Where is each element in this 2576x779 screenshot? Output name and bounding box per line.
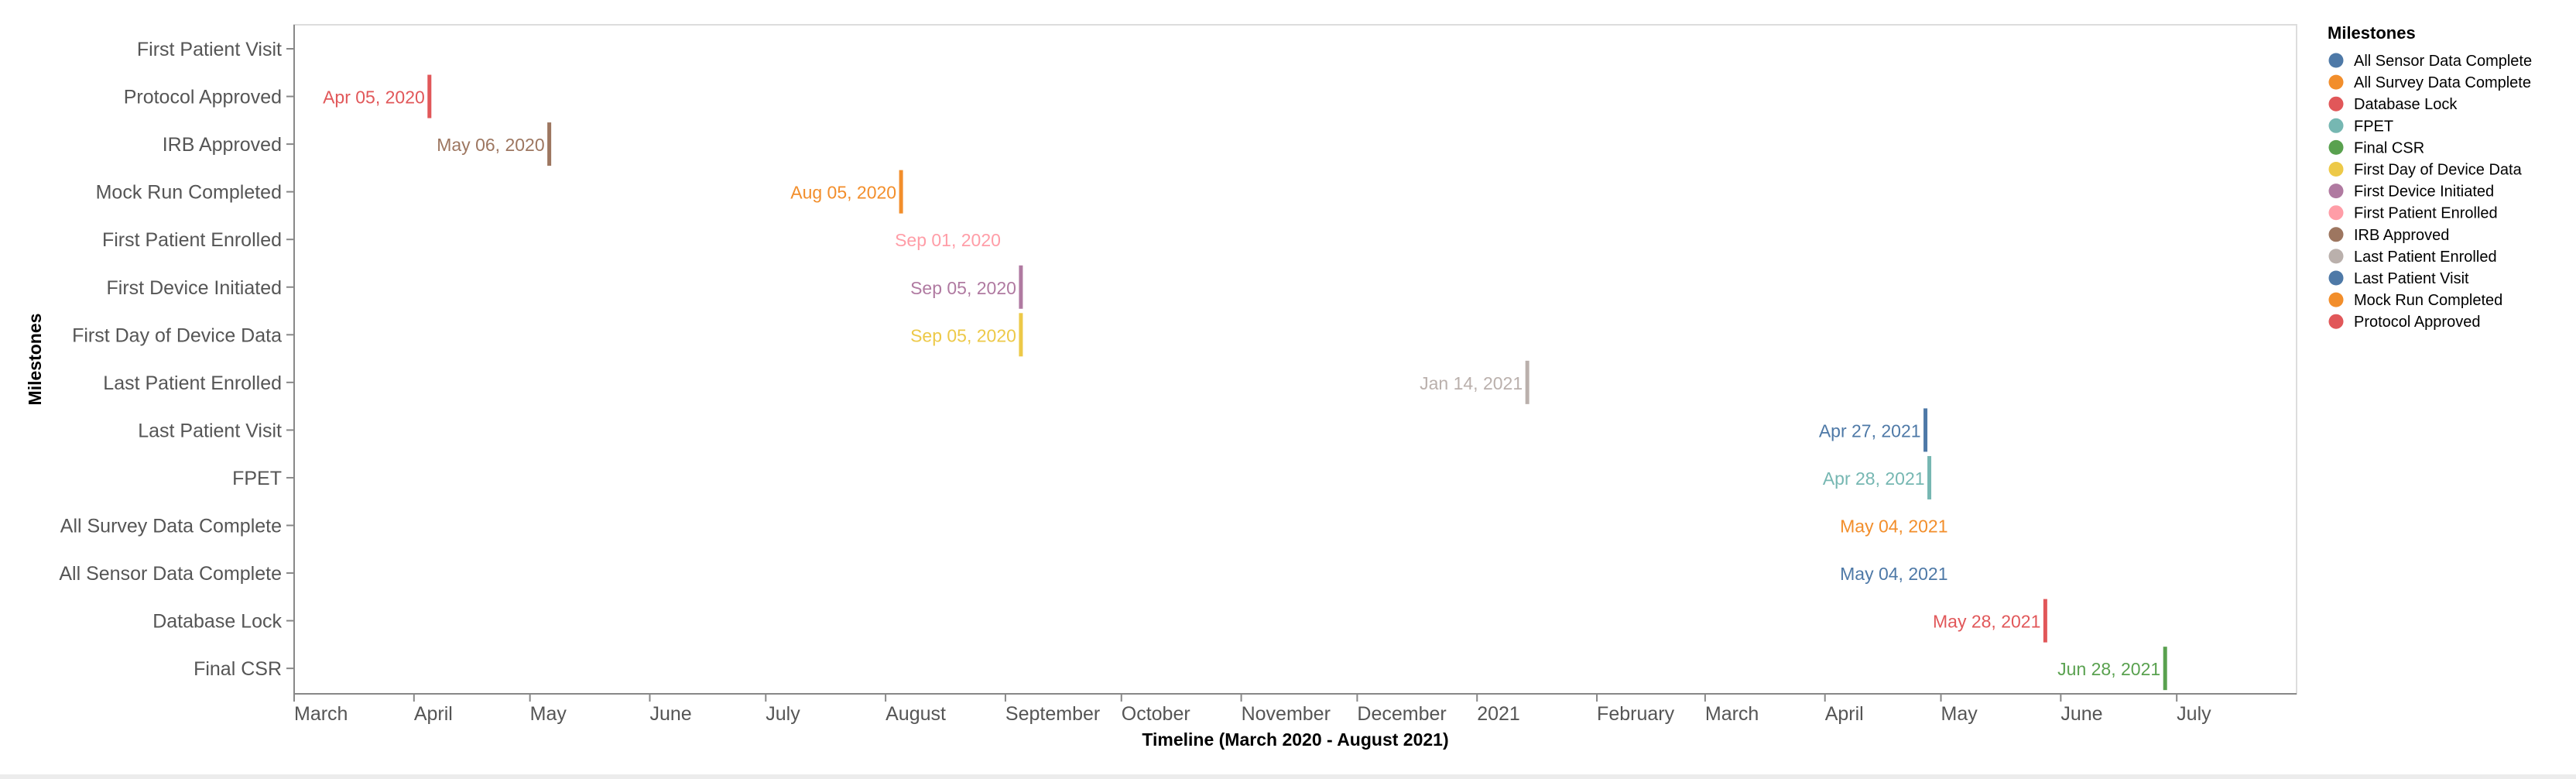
legend-swatch bbox=[2328, 118, 2344, 133]
legend-item-label: Mock Run Completed bbox=[2354, 292, 2502, 309]
x-tick-label: August bbox=[886, 703, 946, 725]
y-tick-label: Protocol Approved bbox=[124, 87, 282, 108]
x-tick-label: September bbox=[1005, 703, 1100, 725]
milestone-date-label: May 04, 2021 bbox=[1840, 564, 1947, 584]
y-tick-label: First Patient Enrolled bbox=[102, 229, 282, 251]
y-tick-label: All Survey Data Complete bbox=[60, 516, 282, 537]
legend-swatch bbox=[2328, 96, 2344, 112]
x-tick-label: May bbox=[1941, 703, 1978, 725]
legend-swatch bbox=[2328, 314, 2344, 329]
y-tick-label: IRB Approved bbox=[163, 134, 282, 156]
legend-item-label: First Patient Enrolled bbox=[2354, 205, 2498, 222]
milestone-marker bbox=[899, 170, 903, 214]
x-tick-label: July bbox=[766, 703, 800, 725]
legend-swatch bbox=[2328, 139, 2344, 155]
x-tick-label: April bbox=[414, 703, 453, 725]
y-tick-label: Last Patient Visit bbox=[138, 420, 282, 441]
legend-swatch bbox=[2328, 53, 2344, 68]
x-tick-label: 2021 bbox=[1477, 703, 1520, 725]
milestone-marker bbox=[2163, 647, 2167, 691]
milestone-marker bbox=[1525, 360, 1530, 404]
legend-item-label: IRB Approved bbox=[2354, 227, 2449, 244]
x-axis-title: Timeline (March 2020 - August 2021) bbox=[1142, 729, 1448, 750]
legend-item-label: All Sensor Data Complete bbox=[2354, 53, 2532, 70]
x-tick-label: June bbox=[649, 703, 691, 725]
plot-frame bbox=[293, 24, 2297, 695]
y-tick-label: First Device Initiated bbox=[107, 277, 282, 299]
y-axis-title: Milestones bbox=[25, 314, 45, 406]
milestone-date-label: Sep 05, 2020 bbox=[910, 278, 1016, 298]
milestone-date-label: Apr 28, 2021 bbox=[1823, 468, 1925, 489]
milestone-marker bbox=[2043, 599, 2047, 643]
x-tick-label: March bbox=[294, 703, 348, 725]
x-tick-label: December bbox=[1357, 703, 1446, 725]
milestone-marker bbox=[547, 122, 552, 166]
milestone-date-label: May 04, 2021 bbox=[1840, 516, 1947, 537]
bottom-divider bbox=[0, 774, 2576, 779]
legend-item-label: Protocol Approved bbox=[2354, 314, 2480, 331]
y-tick-label: FPET bbox=[232, 468, 282, 489]
milestone-date-label: Apr 05, 2020 bbox=[323, 88, 425, 108]
y-tick-label: First Day of Device Data bbox=[72, 324, 282, 346]
milestone-date-label: Jan 14, 2021 bbox=[1420, 373, 1523, 393]
x-tick-label: July bbox=[2177, 703, 2211, 725]
x-tick-label: March bbox=[1705, 703, 1759, 725]
legend-swatch bbox=[2328, 162, 2344, 177]
legend-swatch bbox=[2328, 270, 2344, 286]
legend-item-label: Database Lock bbox=[2354, 96, 2458, 113]
milestone-date-label: May 28, 2021 bbox=[1933, 612, 2040, 632]
milestone-marker bbox=[1019, 265, 1023, 309]
y-tick-label: Mock Run Completed bbox=[96, 182, 282, 204]
x-tick-label: May bbox=[530, 703, 567, 725]
milestone-date-label: Aug 05, 2020 bbox=[790, 183, 896, 203]
x-tick-label: June bbox=[2060, 703, 2102, 725]
milestone-date-label: Apr 27, 2021 bbox=[1819, 420, 1921, 441]
x-tick-label: April bbox=[1825, 703, 1864, 725]
legend-item-label: First Day of Device Data bbox=[2354, 162, 2523, 179]
milestone-date-label: Sep 05, 2020 bbox=[910, 325, 1016, 345]
milestone-marker bbox=[1927, 455, 1932, 499]
legend-item-label: FPET bbox=[2354, 118, 2393, 135]
milestone-marker bbox=[1019, 313, 1023, 357]
legend-item-label: Final CSR bbox=[2354, 139, 2424, 156]
y-tick-label: Final CSR bbox=[194, 658, 282, 680]
milestone-date-label: May 06, 2020 bbox=[437, 135, 544, 155]
legend-title: Milestones bbox=[2328, 23, 2416, 43]
milestone-date-label: Sep 01, 2020 bbox=[895, 230, 1001, 250]
legend-swatch bbox=[2328, 74, 2344, 90]
legend-swatch bbox=[2328, 205, 2344, 221]
legend-item-label: Last Patient Enrolled bbox=[2354, 249, 2497, 266]
x-tick-label: November bbox=[1242, 703, 1331, 725]
legend-item-label: First Device Initiated bbox=[2354, 184, 2494, 201]
x-tick-label: February bbox=[1597, 703, 1675, 725]
legend-swatch bbox=[2328, 227, 2344, 242]
milestone-marker bbox=[427, 74, 432, 118]
legend-swatch bbox=[2328, 292, 2344, 307]
legend-swatch bbox=[2328, 184, 2344, 199]
y-tick-label: All Sensor Data Complete bbox=[59, 563, 282, 585]
legend-item-label: All Survey Data Complete bbox=[2354, 74, 2531, 91]
legend-swatch bbox=[2328, 249, 2344, 264]
y-tick-label: First Patient Visit bbox=[137, 39, 282, 60]
milestone-marker bbox=[1923, 408, 1928, 452]
y-tick-label: Last Patient Enrolled bbox=[103, 372, 282, 394]
milestone-date-label: Jun 28, 2021 bbox=[2057, 659, 2160, 679]
legend-item-label: Last Patient Visit bbox=[2354, 270, 2469, 287]
y-tick-label: Database Lock bbox=[152, 611, 282, 633]
x-tick-label: October bbox=[1122, 703, 1190, 725]
